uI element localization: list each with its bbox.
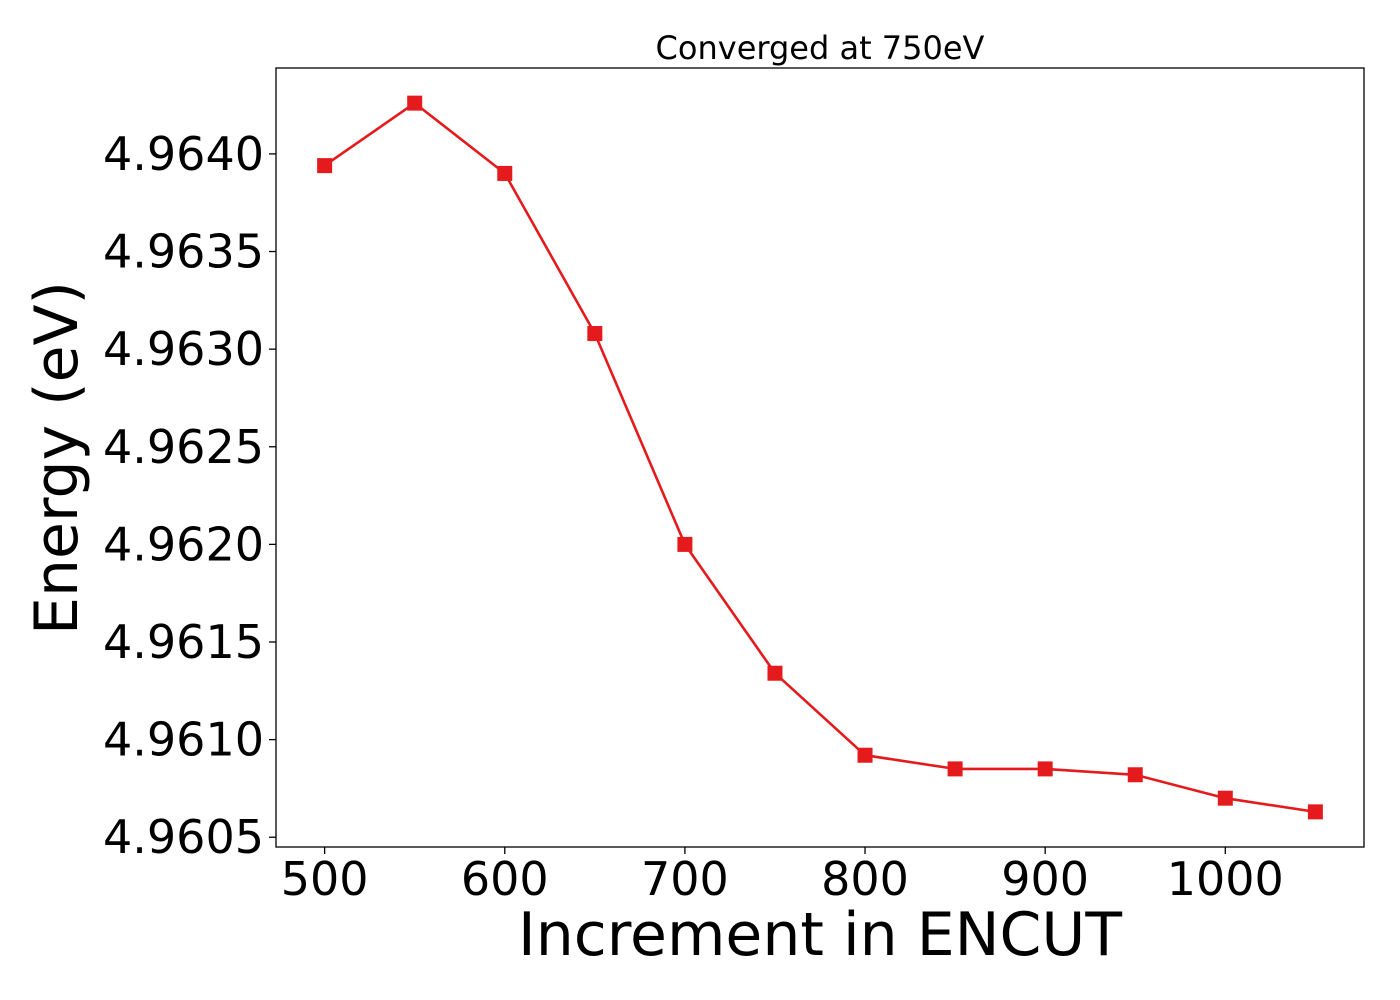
y-tick-label: 4.9635 bbox=[103, 225, 264, 279]
data-point bbox=[1307, 804, 1323, 820]
data-point bbox=[1217, 790, 1233, 806]
y-tick-label: 4.9640 bbox=[103, 127, 264, 181]
y-tick-label: 4.9605 bbox=[103, 810, 264, 864]
data-point bbox=[497, 165, 513, 181]
x-tick-label: 500 bbox=[281, 852, 369, 906]
y-tick-label: 4.9615 bbox=[103, 615, 264, 669]
y-tick-label: 4.9610 bbox=[103, 713, 264, 767]
data-point bbox=[407, 95, 423, 111]
series-layer bbox=[317, 95, 1323, 820]
x-tick-label: 800 bbox=[821, 852, 909, 906]
series-line bbox=[323, 101, 1316, 814]
y-tick-label: 4.9620 bbox=[103, 517, 264, 571]
y-tick-label: 4.9630 bbox=[103, 322, 264, 376]
chart-title: Converged at 750eV bbox=[656, 29, 985, 67]
y-axis-title: Energy (eV) bbox=[22, 281, 92, 635]
data-point bbox=[317, 158, 333, 174]
data-point bbox=[857, 747, 873, 763]
y-tick-label: 4.9625 bbox=[103, 420, 264, 474]
x-axis-ticks: 500 600 700 800 900 1000 bbox=[281, 847, 1284, 906]
data-point bbox=[1127, 767, 1143, 783]
data-point bbox=[947, 761, 963, 777]
plot-frame bbox=[275, 67, 1365, 848]
data-point bbox=[587, 326, 603, 342]
data-point bbox=[767, 665, 783, 681]
x-tick-label: 600 bbox=[461, 852, 549, 906]
x-tick-label: 700 bbox=[641, 852, 729, 906]
y-axis-ticks: 4.9605 4.9610 4.9615 4.9620 4.9625 4.9630 4.96… bbox=[103, 127, 276, 864]
data-point bbox=[1037, 761, 1053, 777]
x-tick-label: 900 bbox=[1001, 852, 1089, 906]
x-tick-label: 1000 bbox=[1167, 852, 1284, 906]
data-point bbox=[677, 536, 693, 552]
x-axis-title: Increment in ENCUT bbox=[518, 900, 1122, 970]
